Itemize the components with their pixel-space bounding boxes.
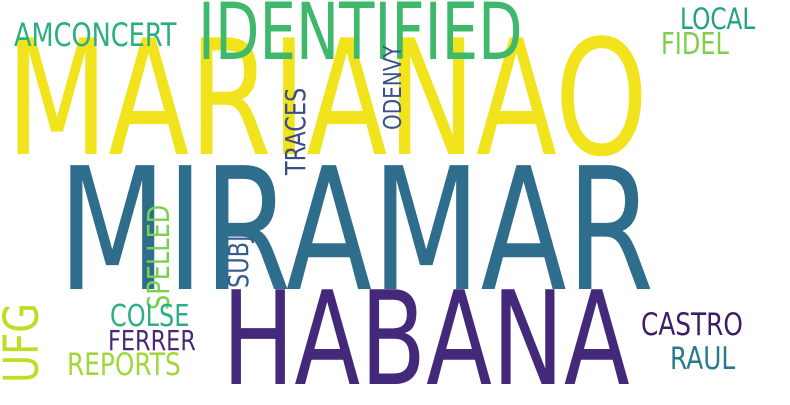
word-amconcert: AMCONCERT xyxy=(14,16,177,54)
word-ferrer: FERRER xyxy=(108,324,196,357)
word-ufg: UFG xyxy=(0,303,50,383)
word-miramar: MIRAMAR xyxy=(58,132,655,330)
word-identified: IDENTIFIED xyxy=(198,0,523,78)
word-colse: COLSE xyxy=(110,299,190,334)
word-fidel: FIDEL xyxy=(661,27,729,62)
word-habana: HABANA xyxy=(222,263,630,405)
word-spelled: SPELLED xyxy=(142,204,177,310)
word-castro: CASTRO xyxy=(641,307,743,343)
word-raul: RAUL xyxy=(670,341,736,377)
word-odenvy: ODENVY xyxy=(378,45,407,130)
word-marianao: MARIANAO xyxy=(6,5,649,192)
word-reports: REPORTS xyxy=(67,347,181,383)
word-local: LOCAL xyxy=(680,2,756,36)
